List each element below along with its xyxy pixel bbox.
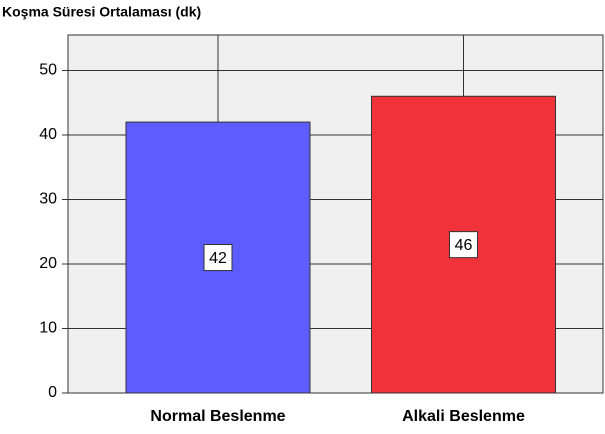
x-tick-label: Normal Beslenme: [150, 408, 285, 425]
y-tick-label: 30: [39, 191, 57, 208]
value-label: 46: [455, 237, 473, 254]
y-tick-label: 20: [39, 255, 57, 272]
value-label-box: [449, 231, 478, 259]
y-tick-label: 50: [39, 62, 57, 79]
y-tick-label: 40: [39, 126, 57, 143]
value-label-box: [203, 244, 233, 272]
chart-title: Koşma Süresi Ortalaması (dk): [2, 4, 201, 20]
value-label: 42: [209, 250, 227, 267]
x-tick-label: Alkali Beslenme: [402, 408, 525, 425]
y-tick-label: 0: [48, 384, 57, 401]
y-tick-label: 10: [39, 320, 57, 337]
